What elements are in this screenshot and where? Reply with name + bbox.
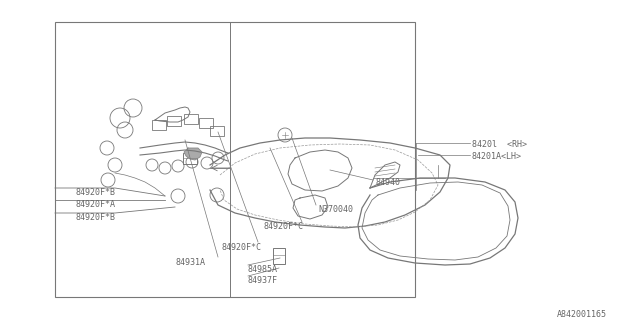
Text: 84985A: 84985A (248, 265, 278, 274)
Bar (152, 120, 166, 130)
Text: 84920F*C: 84920F*C (264, 222, 304, 231)
Text: 84920F*B: 84920F*B (75, 213, 115, 222)
Text: 84920F*A: 84920F*A (75, 200, 115, 209)
Bar (184, 114, 198, 124)
Bar (183, 153, 197, 164)
Text: 8420l  <RH>: 8420l <RH> (472, 140, 527, 149)
Bar (55, 22, 415, 297)
Polygon shape (184, 148, 202, 160)
Bar (210, 126, 224, 136)
Bar (199, 118, 213, 128)
Text: 84201A<LH>: 84201A<LH> (472, 152, 522, 161)
Bar (167, 116, 181, 126)
Text: N370040: N370040 (318, 205, 353, 214)
Text: 84920F*C: 84920F*C (222, 243, 262, 252)
Text: 84940: 84940 (375, 178, 400, 187)
Text: 84937F: 84937F (248, 276, 278, 285)
Text: A842001165: A842001165 (557, 310, 607, 319)
Bar (273, 248, 285, 264)
Text: 84920F*B: 84920F*B (75, 188, 115, 197)
Text: 84931A: 84931A (175, 258, 205, 267)
